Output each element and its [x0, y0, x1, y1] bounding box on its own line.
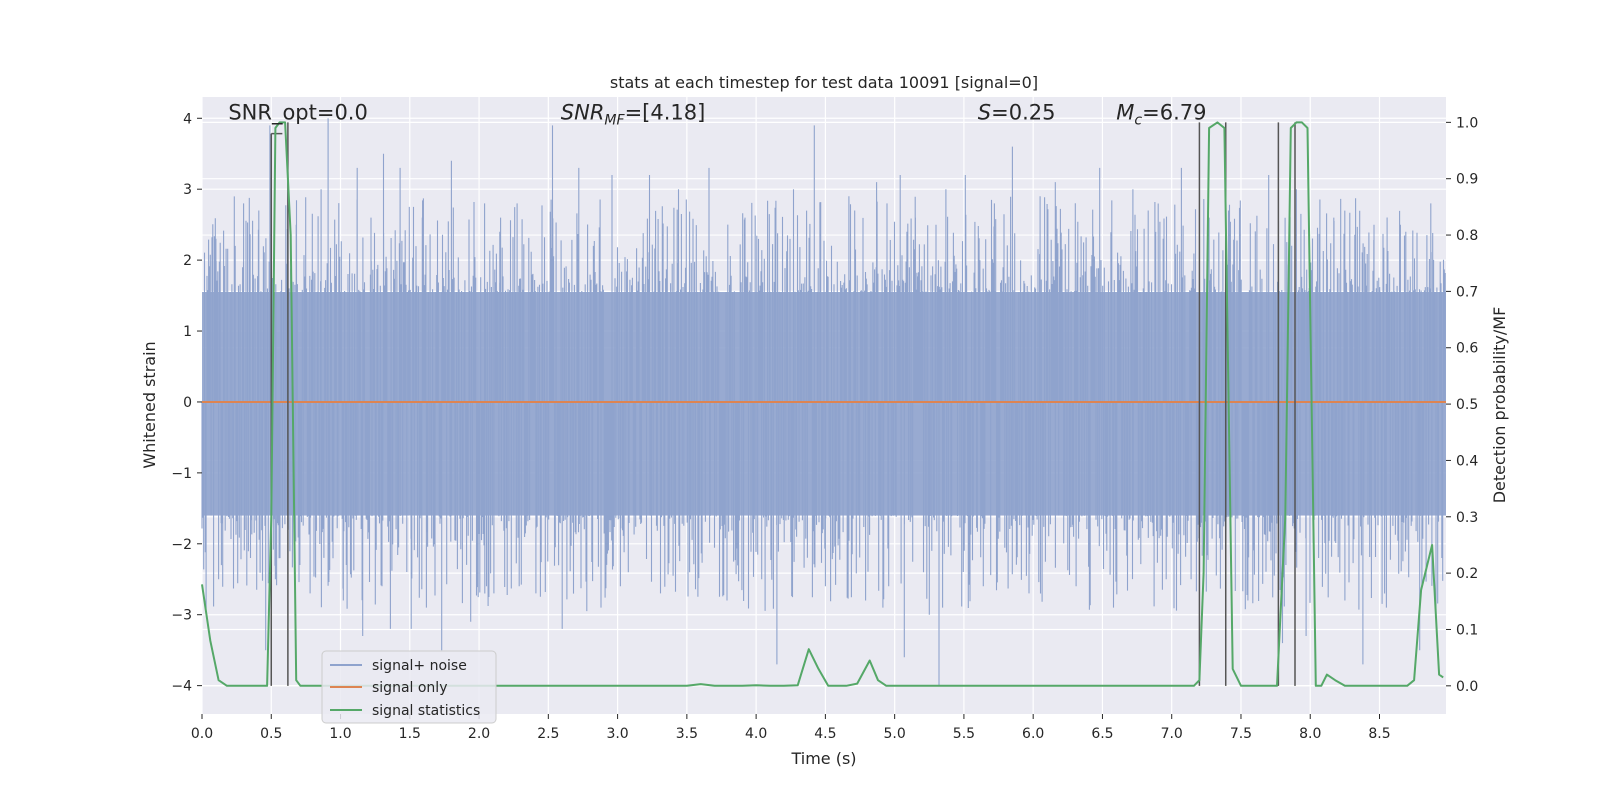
annotations: SNR_opt=0.0 SNRMF=[4.18] S=0.25 Mc=6.79: [228, 101, 1206, 129]
x-tick-label: 0.0: [191, 726, 213, 742]
y-axis-left: 4 3 2 1 0 −1 −2 −3 −4: [171, 111, 202, 695]
x-tick-label: 6.5: [1091, 726, 1113, 742]
x-tick-label: 4.0: [745, 726, 767, 742]
y2-tick-label: 0.5: [1456, 397, 1478, 413]
x-tick-label: 8.5: [1368, 726, 1390, 742]
x-tick-label: 7.5: [1230, 726, 1252, 742]
y2-tick-label: 0.4: [1456, 453, 1478, 469]
annotation: SNR_opt=0.0: [228, 101, 368, 126]
y-axis-right: 1.0 0.9 0.8 0.7 0.6 0.5 0.4 0.3 0.2 0.1 0.0: [1446, 115, 1478, 695]
x-tick-label: 0.5: [260, 726, 282, 742]
y-tick-label: −2: [171, 537, 192, 553]
y2-axis-label: Detection probability/MF: [1490, 307, 1509, 504]
y2-tick-label: 0.1: [1456, 622, 1478, 638]
y2-tick-label: 0.8: [1456, 228, 1478, 244]
y-tick-label: −4: [171, 679, 192, 695]
noise-spikes: [201, 118, 1446, 686]
x-axis-label: Time (s): [790, 749, 856, 768]
signal-statistics-series: [201, 121, 1444, 687]
y2-tick-label: 0.7: [1456, 284, 1478, 300]
x-tick-label: 7.0: [1161, 726, 1183, 742]
legend: signal+ noise signal only signal statist…: [321, 650, 497, 724]
x-tick-label: 4.5: [814, 726, 836, 742]
x-tick-label: 1.0: [329, 726, 351, 742]
x-tick-label: 3.0: [606, 726, 628, 742]
annotation: S=0.25: [978, 101, 1056, 125]
legend-label-noise: signal+ noise: [372, 658, 467, 674]
y-tick-label: 0: [183, 395, 192, 411]
y2-tick-label: 0.6: [1456, 341, 1478, 357]
x-axis: 0.0 0.5 1.0 1.5 2.0 2.5 3.0 3.5 4.0 4.5 5.0 5.5 6.0 6…: [191, 714, 1391, 742]
legend-label-signal-only: signal only: [372, 680, 447, 696]
y2-tick-label: 0.0: [1456, 679, 1478, 695]
y-tick-label: −3: [171, 608, 192, 624]
x-tick-label: 8.0: [1299, 726, 1321, 742]
y2-tick-label: 1.0: [1456, 115, 1478, 131]
x-tick-label: 5.0: [884, 726, 906, 742]
y2-tick-label: 0.3: [1456, 510, 1478, 526]
noise-series: [201, 118, 1446, 686]
annotation: SNRMF=[4.18]: [561, 101, 706, 129]
legend-box: [321, 650, 497, 724]
x-tick-label: 6.0: [1022, 726, 1044, 742]
y-tick-label: 1: [183, 324, 192, 340]
x-tick-label: 2.0: [468, 726, 490, 742]
y2-tick-label: 0.9: [1456, 172, 1478, 188]
y2-tick-label: 0.2: [1456, 566, 1478, 582]
y-tick-label: 4: [183, 111, 192, 127]
signal-statistics-line: [201, 121, 1444, 687]
y-tick-label: 2: [183, 253, 192, 269]
legend-label-statistics: signal statistics: [372, 703, 480, 719]
y-tick-label: 3: [183, 182, 192, 198]
x-tick-label: 3.5: [676, 726, 698, 742]
annotation: Mc=6.79: [1116, 101, 1206, 129]
y-axis-label: Whitened strain: [140, 341, 159, 468]
y-tick-label: −1: [171, 466, 192, 482]
x-tick-label: 2.5: [537, 726, 559, 742]
x-tick-label: 1.5: [399, 726, 421, 742]
chart-title: stats at each timestep for test data 100…: [610, 73, 1038, 92]
x-tick-label: 5.5: [953, 726, 975, 742]
